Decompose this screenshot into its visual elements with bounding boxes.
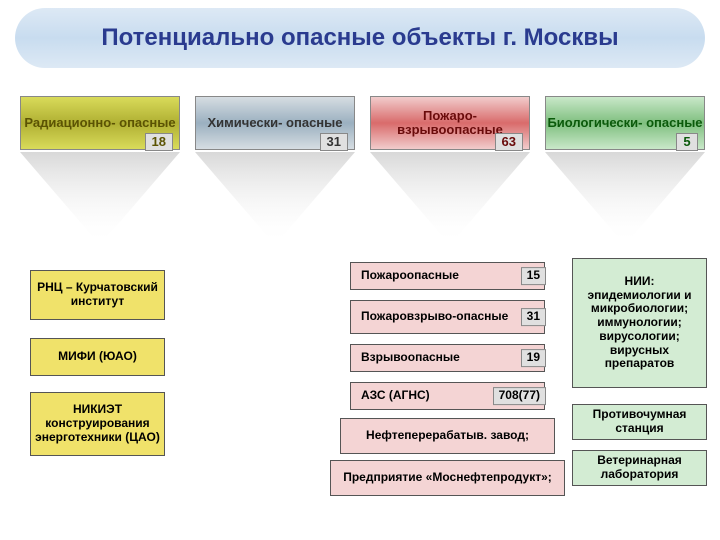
- item-nikiet-label: НИКИЭТ конструирования энерготехники (ЦА…: [35, 403, 160, 444]
- item-npz-label: Нефтеперерабатыв. завод;: [366, 429, 529, 443]
- category-bio-label: Биологически- опасные: [547, 116, 702, 130]
- page-title: Потенциально опасные объекты г. Москвы: [101, 24, 618, 52]
- item-plague-label: Противочумная станция: [577, 408, 702, 436]
- item-vzr-label: Взрывоопасные: [361, 351, 460, 365]
- item-pozh-count: 15: [521, 267, 546, 285]
- cone-fire: [370, 152, 530, 245]
- item-pozhvzr-label: Пожаровзрыво-опасные: [361, 310, 508, 324]
- page-title-bar: Потенциально опасные объекты г. Москвы: [15, 8, 705, 68]
- item-nii: НИИ: эпидемиологии и микробиологии; имму…: [572, 258, 707, 388]
- cone-radiation: [20, 152, 180, 245]
- item-mifi-label: МИФИ (ЮАО): [58, 350, 137, 364]
- item-nii-label: НИИ: эпидемиологии и микробиологии; имму…: [577, 275, 702, 372]
- category-chemical-count: 31: [320, 133, 348, 151]
- item-npz: Нефтеперерабатыв. завод;: [340, 418, 555, 454]
- item-vet: Ветеринарная лаборатория: [572, 450, 707, 486]
- item-mifi: МИФИ (ЮАО): [30, 338, 165, 376]
- item-pozh-label: Пожароопасные: [361, 269, 459, 283]
- item-azs: АЗС (АГНС) 708(77): [350, 382, 545, 410]
- item-mosneft-label: Предприятие «Моснефтепродукт»;: [343, 471, 552, 485]
- item-mosneft: Предприятие «Моснефтепродукт»;: [330, 460, 565, 496]
- item-vzr: Взрывоопасные 19: [350, 344, 545, 372]
- cone-chemical: [195, 152, 355, 245]
- item-azs-count: 708(77): [493, 387, 546, 405]
- category-bio: Биологически- опасные 5: [545, 96, 705, 150]
- category-fire: Пожаро- взрывоопасные 63: [370, 96, 530, 150]
- item-vet-label: Ветеринарная лаборатория: [577, 454, 702, 482]
- item-vzr-count: 19: [521, 349, 546, 367]
- category-bio-count: 5: [676, 133, 698, 151]
- category-chemical-label: Химически- опасные: [208, 116, 343, 130]
- category-radiation-count: 18: [145, 133, 173, 151]
- item-pozhvzr-count: 31: [521, 308, 546, 326]
- item-plague: Противочумная станция: [572, 404, 707, 440]
- category-radiation-label: Радиационно- опасные: [24, 116, 175, 130]
- item-rnc: РНЦ – Курчатовский институт: [30, 270, 165, 320]
- item-azs-label: АЗС (АГНС): [361, 389, 430, 403]
- item-pozhvzr: Пожаровзрыво-опасные 31: [350, 300, 545, 334]
- cone-bio: [545, 152, 705, 245]
- category-chemical: Химически- опасные 31: [195, 96, 355, 150]
- category-fire-count: 63: [495, 133, 523, 151]
- item-nikiet: НИКИЭТ конструирования энерготехники (ЦА…: [30, 392, 165, 456]
- item-rnc-label: РНЦ – Курчатовский институт: [35, 281, 160, 309]
- category-radiation: Радиационно- опасные 18: [20, 96, 180, 150]
- item-pozh: Пожароопасные 15: [350, 262, 545, 290]
